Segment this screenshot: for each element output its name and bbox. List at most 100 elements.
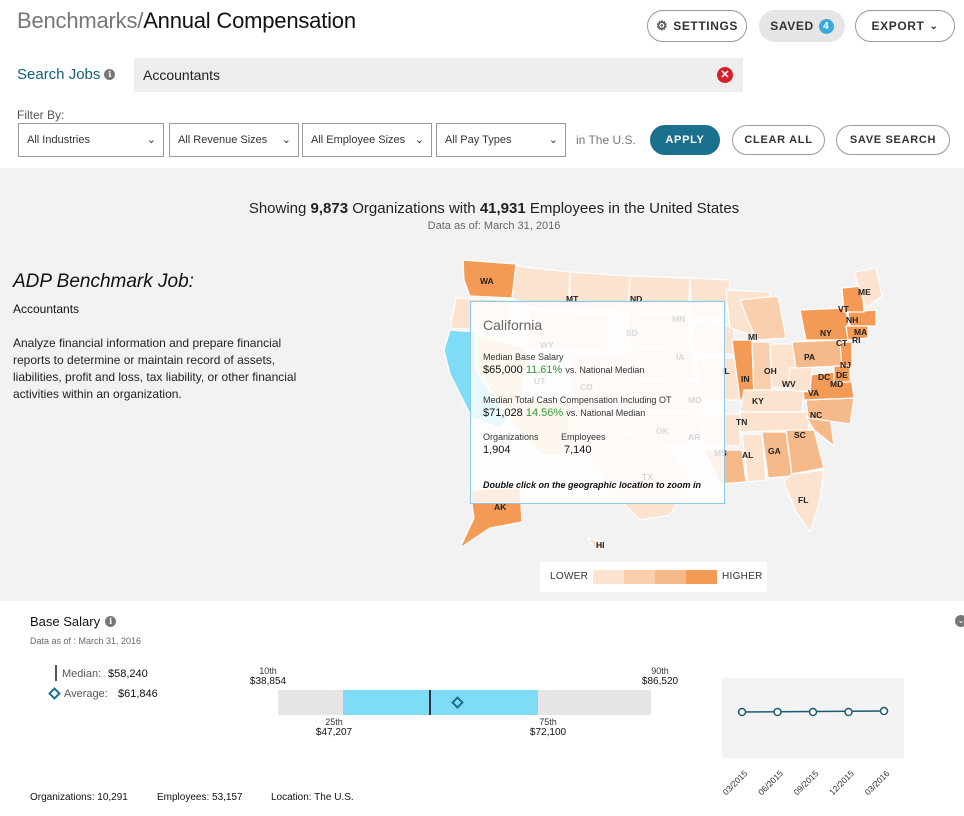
filter-by-label: Filter By: (17, 108, 65, 122)
breadcrumb-benchmarks[interactable]: Benchmarks/ (17, 8, 144, 33)
footer-employees: Employees: 53,157 (157, 792, 243, 803)
top-bar: Benchmarks/Annual Compensation ⚙ SETTING… (0, 0, 964, 168)
state-ms[interactable] (741, 433, 767, 483)
state-nj[interactable] (839, 341, 853, 369)
summary-mid: Organizations with (348, 200, 480, 217)
state-label-wa: WA (480, 276, 494, 286)
state-label-mt: MT (566, 294, 579, 304)
state-label-ma: MA (854, 327, 867, 337)
base-salary-data-as-of: Data as of : March 31, 2016 (30, 636, 142, 646)
state-ky[interactable] (739, 389, 805, 413)
info-icon[interactable]: i (105, 616, 117, 627)
p90-value: $86,520 (641, 676, 679, 687)
tooltip-tcc-row: $71,028 14.56% vs. National Median (483, 407, 645, 419)
state-label-me: ME (858, 287, 871, 297)
state-fl[interactable] (783, 469, 825, 534)
trend-point[interactable] (844, 707, 853, 717)
tooltip-org-label: Organizations (483, 432, 539, 442)
p10-label: 10th $38,854 (238, 666, 298, 687)
state-tooltip: California Median Base Salary $65,000 11… (470, 301, 725, 504)
legend-swatch-4 (686, 570, 717, 584)
summary-employees: 41,931 (479, 200, 526, 217)
tooltip-base-row: $65,000 11.61% vs. National Median (483, 364, 644, 376)
legend-higher: HIGHER (722, 571, 763, 582)
state-ga[interactable] (785, 429, 825, 475)
state-me[interactable] (853, 267, 883, 309)
state-label-fl: FL (798, 495, 808, 505)
apply-button[interactable]: APPLY (650, 125, 720, 155)
page-title-current: Annual Compensation (143, 8, 356, 33)
p90-label: 90th $86,520 (630, 666, 690, 687)
average-value: $61,846 (118, 688, 158, 700)
p90-label-text: 90th (651, 666, 669, 676)
state-md-de[interactable] (833, 365, 851, 383)
state-label-oh: OH (764, 366, 777, 376)
state-tn[interactable] (739, 411, 811, 433)
average-label: Average: (64, 688, 108, 700)
state-label-vt: VT (838, 304, 850, 314)
p75-label: 75th $72,100 (518, 717, 578, 738)
state-label-mi: MI (748, 332, 757, 342)
job-description: Analyze financial information and prepar… (13, 336, 297, 401)
results-summary: Showing 9,873 Organizations with 41,931 … (0, 200, 964, 217)
revenue-size-select[interactable]: All Revenue Sizes ⌄ (169, 123, 299, 157)
salary-trend-chart[interactable]: 03/2015 06/2015 09/2015 12/2015 03/2016 (716, 678, 916, 803)
save-search-button[interactable]: SAVE SEARCH (836, 125, 950, 155)
state-label-nc: NC (810, 410, 822, 420)
tooltip-tcc-pct: 14.56% (525, 407, 564, 419)
trend-point[interactable] (773, 707, 782, 717)
industries-select[interactable]: All Industries ⌄ (18, 123, 164, 157)
tooltip-tcc-label: Median Total Cash Compensation Including… (483, 395, 672, 405)
page-title: Benchmarks/Annual Compensation (17, 8, 356, 34)
settings-label: SETTINGS (673, 19, 739, 33)
state-pa[interactable] (791, 339, 843, 369)
chevron-down-icon: ⌄ (281, 134, 291, 146)
trend-point[interactable] (737, 707, 747, 717)
state-hi[interactable] (586, 537, 608, 551)
employee-size-value: All Employee Sizes (311, 134, 406, 146)
export-button[interactable]: EXPORT ⌄ (855, 10, 955, 42)
saved-button[interactable]: SAVED 4 (759, 10, 845, 42)
state-ma[interactable] (847, 309, 877, 327)
search-jobs-text: Search Jobs (17, 66, 101, 83)
job-name: Accountants (13, 302, 80, 316)
trend-point[interactable] (808, 707, 818, 717)
p75-value: $72,100 (529, 727, 567, 738)
state-label-md: MD (830, 379, 843, 389)
settings-button[interactable]: ⚙ SETTINGS (647, 10, 747, 42)
state-vt-nh[interactable] (841, 285, 865, 313)
p25-label-text: 25th (325, 717, 343, 727)
tooltip-base-label: Median Base Salary (483, 352, 564, 362)
summary-pre: Showing (248, 200, 311, 217)
clear-search-icon[interactable]: ✕ (717, 67, 733, 83)
pay-types-select[interactable]: All Pay Types ⌄ (436, 123, 566, 157)
state-label-sc: SC (794, 430, 806, 440)
state-mi[interactable] (739, 295, 787, 341)
state-wa[interactable] (462, 259, 517, 299)
p10-label-text: 10th (259, 666, 277, 676)
salary-iqr-bar[interactable] (343, 690, 538, 715)
employee-size-select[interactable]: All Employee Sizes ⌄ (302, 123, 432, 157)
median-value: $58,240 (108, 668, 148, 680)
tooltip-state-name: California (483, 317, 543, 333)
tooltip-base-value: $65,000 (483, 364, 523, 376)
clear-all-button[interactable]: CLEAR ALL (732, 125, 825, 155)
region-label: in The U.S. (576, 133, 636, 147)
state-label-nh: NH (846, 315, 858, 325)
gear-icon: ⚙ (655, 18, 669, 33)
state-label-ct: CT (836, 338, 848, 348)
legend-swatch-3 (655, 570, 686, 584)
trend-point[interactable] (879, 706, 889, 716)
map-legend: LOWER HIGHER (540, 562, 767, 592)
search-input[interactable] (134, 58, 743, 92)
info-icon[interactable]: i (104, 69, 116, 80)
collapse-chevron-icon[interactable]: ⌄ (955, 615, 964, 627)
tooltip-emp-value: 7,140 (564, 444, 592, 456)
state-label-nj: NJ (840, 360, 851, 370)
state-label-in: IN (741, 374, 750, 384)
state-label-dc: DC (818, 372, 830, 382)
p25-label: 25th $47,207 (304, 717, 364, 738)
state-label-de: DE (836, 370, 848, 380)
summary-post: Employees in the United States (525, 200, 740, 217)
pay-types-value: All Pay Types (445, 134, 512, 146)
